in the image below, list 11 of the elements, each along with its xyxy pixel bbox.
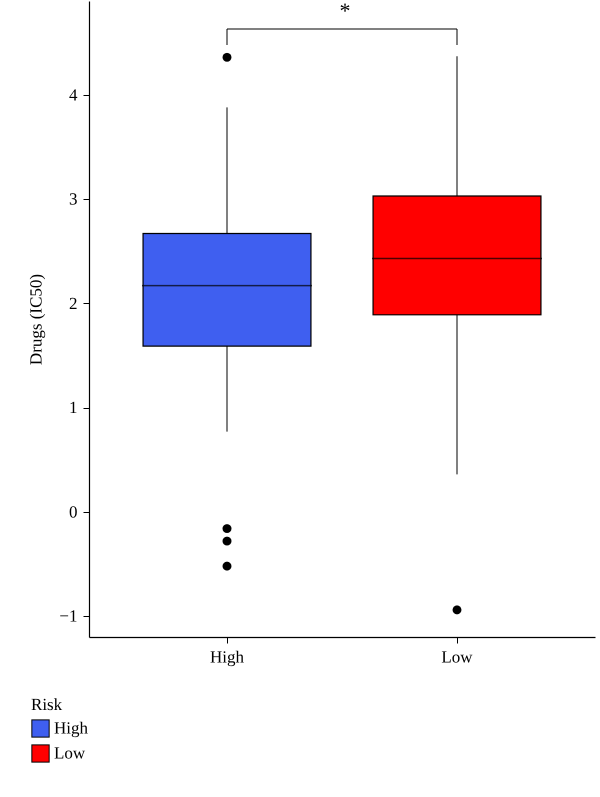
legend-label: Low bbox=[54, 744, 86, 762]
legend-title: Risk bbox=[31, 695, 63, 714]
y-tick-label: −1 bbox=[59, 606, 78, 626]
y-axis-title: Drugs (IC50) bbox=[26, 274, 46, 366]
y-tick-label: 2 bbox=[69, 294, 78, 313]
annotation: * bbox=[340, 0, 350, 23]
y-tick-label: 0 bbox=[69, 502, 78, 522]
y-tick-label: 1 bbox=[69, 398, 78, 418]
y-tick-label: 3 bbox=[69, 190, 78, 209]
legend-label: High bbox=[54, 718, 88, 738]
y-tick-label: 4 bbox=[69, 85, 78, 104]
